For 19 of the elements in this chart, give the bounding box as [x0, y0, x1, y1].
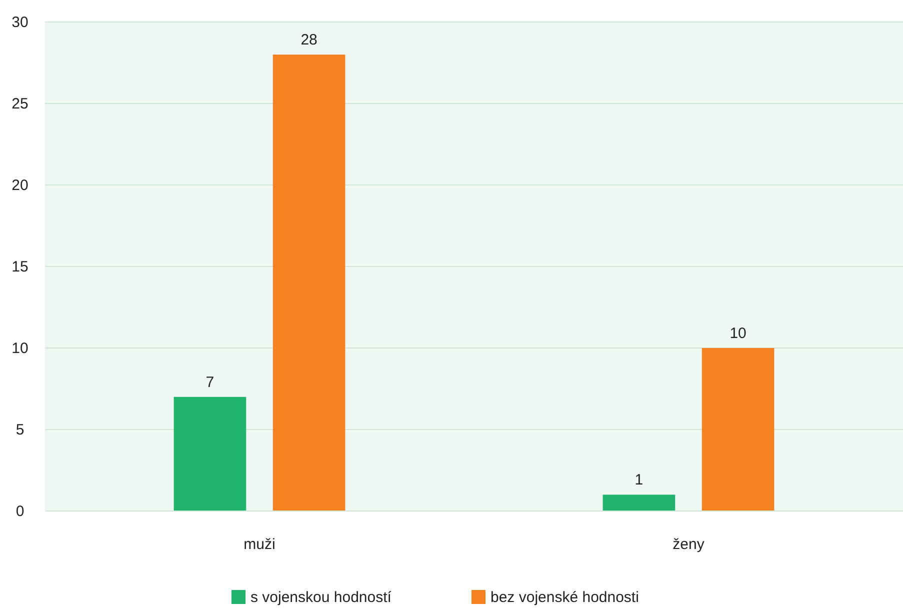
- bar: [702, 348, 774, 511]
- y-tick-label: 10: [12, 340, 28, 357]
- legend-label: bez vojenské hodnosti: [490, 589, 639, 606]
- data-label: 28: [300, 32, 318, 49]
- y-tick-label: 5: [16, 422, 24, 438]
- bar: [602, 494, 676, 511]
- y-tick-label: 25: [12, 96, 28, 112]
- y-tick-label: 20: [12, 177, 28, 194]
- y-tick-label: 0: [16, 503, 24, 520]
- legend-label: s vojenskou hodností: [250, 589, 392, 606]
- data-label: 10: [730, 325, 746, 342]
- x-tick-label: muži: [244, 536, 276, 553]
- data-label: 1: [634, 472, 644, 489]
- y-tick-label: 15: [12, 258, 28, 276]
- x-tick-label: ženy: [672, 536, 705, 553]
- bar: [174, 396, 246, 511]
- y-tick-label: 30: [12, 14, 28, 31]
- bar: [272, 54, 346, 511]
- data-label: 7: [206, 374, 214, 391]
